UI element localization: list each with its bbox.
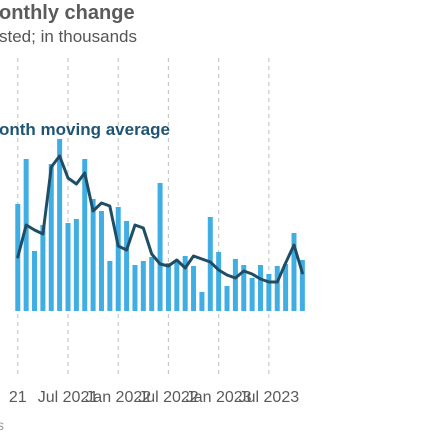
vertical-gridlines <box>17 58 270 378</box>
x-tick-label-1: Jul 2021 <box>38 389 99 406</box>
chart-title: onthly change <box>0 2 135 24</box>
x-tick-label-2: Jan 2022 <box>85 389 151 406</box>
bar-2023-11 <box>299 260 305 311</box>
bar-2023-09 <box>283 264 289 311</box>
bar-2022-11 <box>199 292 205 311</box>
x-tick-label-5: Jul 2023 <box>239 389 300 406</box>
bar-2021-09 <box>82 159 88 311</box>
bar-2023-05 <box>249 278 255 311</box>
bar-series <box>15 139 305 311</box>
bar-2022-05 <box>149 257 155 311</box>
bar-2022-08 <box>174 262 180 311</box>
x-tick-label-3: Jul 2022 <box>138 389 199 406</box>
bar-2023-08 <box>274 266 280 311</box>
bar-2022-09 <box>182 256 188 311</box>
bar-2023-03 <box>232 259 238 311</box>
bar-2022-06 <box>157 183 163 311</box>
x-tick-label-0: 21 <box>9 389 27 406</box>
bar-2023-10 <box>291 233 297 311</box>
bar-2023-07 <box>266 274 272 311</box>
bar-2021-06 <box>57 139 63 311</box>
bar-2021-02 <box>23 159 29 311</box>
bar-2022-02 <box>124 221 130 311</box>
bar-2022-07 <box>165 263 171 311</box>
bar-2021-10 <box>90 199 96 311</box>
bar-2022-10 <box>191 266 197 311</box>
bar-2021-08 <box>73 219 79 311</box>
bar-2023-02 <box>224 286 230 311</box>
bar-2021-04 <box>40 225 46 311</box>
bar-2023-01 <box>216 252 222 311</box>
bar-2023-04 <box>241 265 247 311</box>
chart-source: s <box>0 417 4 433</box>
bar-2021-11 <box>98 211 104 311</box>
x-tick-label-4: Jan 2023 <box>186 389 252 406</box>
moving-average-label: onth moving average <box>0 120 170 139</box>
bar-2022-04 <box>140 261 146 311</box>
bar-2021-05 <box>48 164 54 311</box>
bar-2023-06 <box>258 265 264 311</box>
bar-2022-01 <box>115 207 121 311</box>
moving-average-line <box>16 154 304 284</box>
bar-2021-07 <box>65 223 71 311</box>
bar-2021-03 <box>32 251 38 311</box>
moving-average-series <box>16 154 304 284</box>
chart-subtitle: sted; in thousands <box>0 27 137 46</box>
bar-2022-03 <box>132 265 138 311</box>
bar-2021-12 <box>107 261 113 311</box>
